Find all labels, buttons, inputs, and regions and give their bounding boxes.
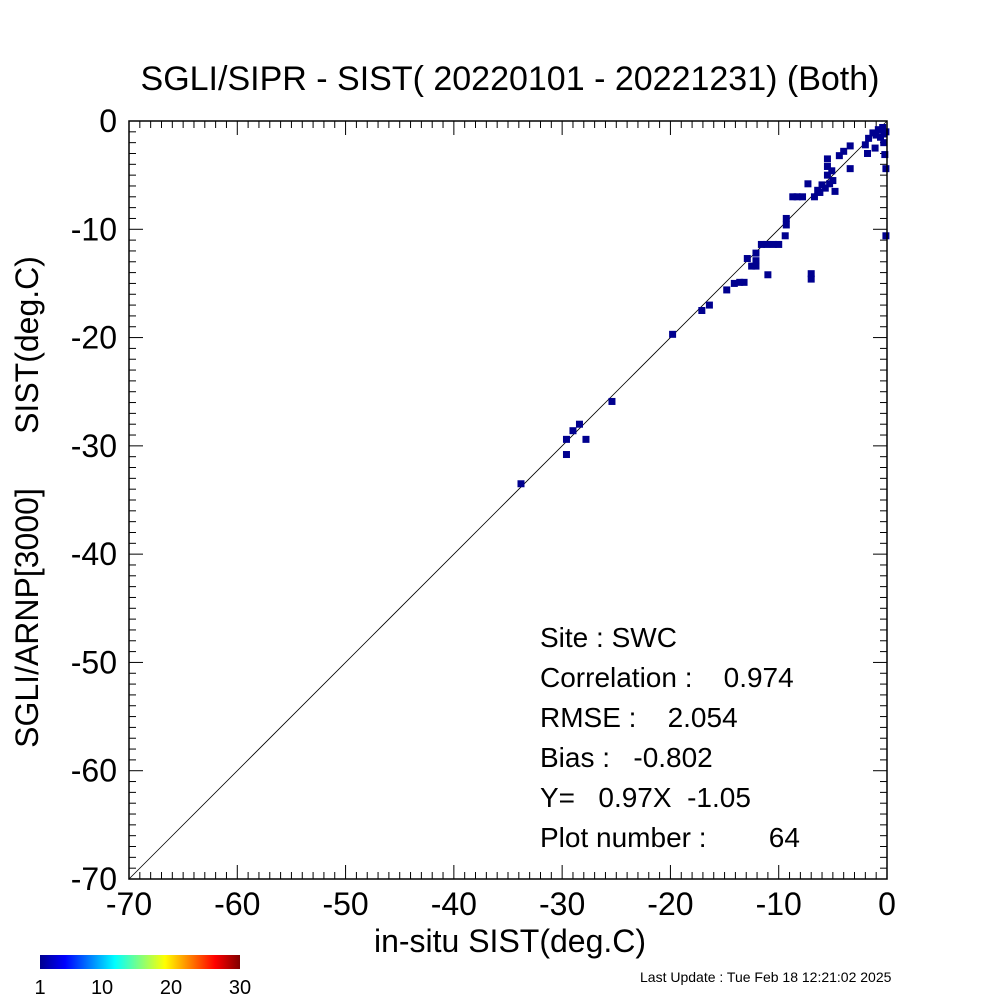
y-tick-label: 0 xyxy=(99,103,117,139)
data-point xyxy=(562,435,570,443)
data-point xyxy=(582,435,590,443)
data-point xyxy=(828,167,836,175)
data-point xyxy=(879,123,887,131)
y-tick-label: -60 xyxy=(71,753,117,789)
stat-bias: Bias : -0.802 xyxy=(540,742,713,773)
x-tick-label: -50 xyxy=(322,886,368,922)
data-point xyxy=(781,232,789,240)
data-point xyxy=(562,451,570,459)
data-point xyxy=(846,165,854,173)
data-point xyxy=(823,155,831,163)
y-tick-label: -20 xyxy=(71,320,117,356)
y-tick-label: -70 xyxy=(71,861,117,897)
stat-correlation: Correlation : 0.974 xyxy=(540,662,794,693)
data-point xyxy=(882,232,890,240)
data-point xyxy=(705,301,713,309)
y-tick-label: -10 xyxy=(71,211,117,247)
stat-plot-number: Plot number : 64 xyxy=(540,822,800,853)
y-tick-label: -40 xyxy=(71,536,117,572)
data-points xyxy=(517,123,890,488)
chart-title: SGLI/SIPR - SIST( 20220101 - 20221231) (… xyxy=(141,60,880,98)
x-tick-label: -40 xyxy=(431,886,477,922)
data-point xyxy=(829,177,837,185)
data-point xyxy=(736,278,744,286)
data-point xyxy=(782,221,790,229)
data-point xyxy=(816,188,824,196)
data-point xyxy=(752,249,760,257)
x-tick-label: -70 xyxy=(106,886,152,922)
data-point xyxy=(517,480,525,488)
y-tick-label: -30 xyxy=(71,428,117,464)
x-tick-label: -20 xyxy=(647,886,693,922)
data-point xyxy=(764,271,772,279)
data-point xyxy=(752,262,760,270)
data-point xyxy=(775,240,783,248)
data-point xyxy=(846,142,854,150)
data-point xyxy=(882,165,890,173)
data-point xyxy=(743,255,751,263)
data-point xyxy=(698,307,706,314)
y-tick-labels: -70 -60 -50 -40 -30 -20 -10 0 xyxy=(71,103,117,897)
x-tick-label: -30 xyxy=(539,886,585,922)
data-point xyxy=(575,420,583,428)
data-point xyxy=(757,240,765,248)
y-axis-label-line-2: SIST(deg.C) xyxy=(9,256,45,434)
data-point xyxy=(835,152,843,160)
identity-line xyxy=(128,120,888,880)
x-tick-labels: -70 -60 -50 -40 -30 -20 -10 0 xyxy=(106,886,896,922)
plot-frame xyxy=(128,120,888,880)
data-point xyxy=(881,151,889,159)
data-point xyxy=(769,240,777,248)
data-point xyxy=(807,275,815,283)
data-point xyxy=(748,262,756,270)
data-point xyxy=(569,427,577,435)
data-point xyxy=(804,180,812,188)
data-point xyxy=(793,193,801,201)
x-tick-label: -10 xyxy=(756,886,802,922)
x-tick-label: -60 xyxy=(214,886,260,922)
data-point xyxy=(799,193,807,201)
data-point xyxy=(807,270,815,278)
data-point xyxy=(821,184,829,192)
data-point xyxy=(861,141,869,149)
colorbar-tick-label: 20 xyxy=(160,977,182,999)
y-axis-label-line-1: SGLI/ARNP[3000] xyxy=(9,488,45,748)
colorbar-tick-label: 10 xyxy=(91,977,113,999)
data-point xyxy=(789,193,797,201)
data-point xyxy=(730,279,738,287)
data-point xyxy=(871,144,879,152)
data-point xyxy=(880,139,888,147)
stat-regression: Y= 0.97X -1.05 xyxy=(540,782,751,813)
data-point xyxy=(872,131,880,139)
y-tick-label: -50 xyxy=(71,644,117,680)
data-point xyxy=(864,149,872,157)
stat-site: Site : SWC xyxy=(540,622,677,653)
colorbar-tick-labels: 1 10 20 30 xyxy=(34,977,251,999)
data-point xyxy=(763,240,771,248)
data-point xyxy=(831,187,839,195)
colorbar xyxy=(40,955,240,969)
x-axis-label: in-situ SIST(deg.C) xyxy=(374,923,646,959)
last-update-text: Last Update : Tue Feb 18 12:21:02 2025 xyxy=(640,969,892,985)
data-point xyxy=(823,171,831,179)
data-point xyxy=(810,193,818,201)
colorbar-tick-label: 1 xyxy=(34,977,45,999)
data-point xyxy=(752,257,760,265)
data-point xyxy=(823,162,831,170)
data-point xyxy=(740,278,748,286)
data-point xyxy=(669,330,677,338)
x-tick-label: 0 xyxy=(878,886,896,922)
data-point xyxy=(874,126,882,134)
data-point xyxy=(608,397,616,405)
data-point xyxy=(723,286,731,294)
stat-rmse: RMSE : 2.054 xyxy=(540,702,738,733)
data-point xyxy=(865,134,873,142)
data-point xyxy=(782,214,790,222)
data-point xyxy=(840,147,848,155)
colorbar-tick-label: 30 xyxy=(229,977,251,999)
data-point xyxy=(882,128,890,136)
